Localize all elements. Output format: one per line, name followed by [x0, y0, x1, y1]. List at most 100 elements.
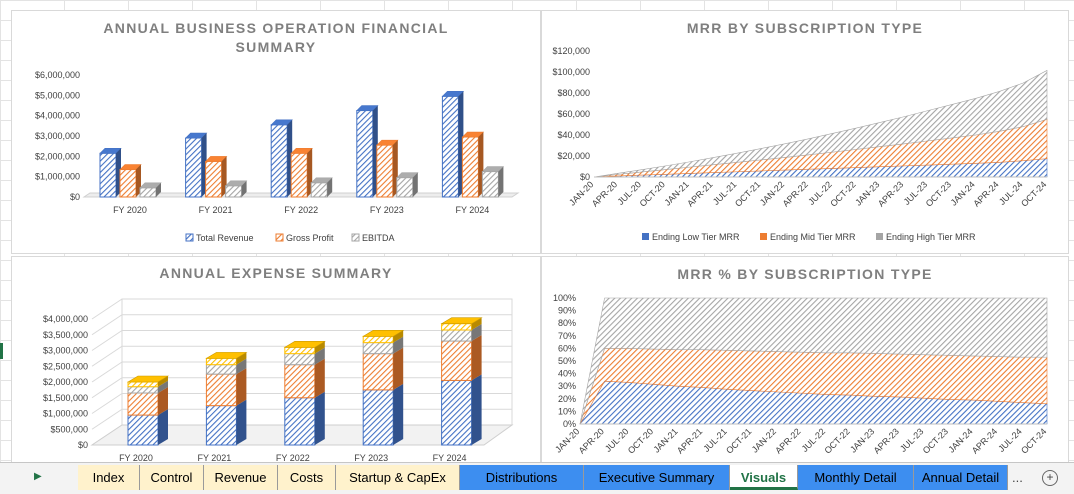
sheet-tab-startup-capex[interactable]: Startup & CapEx: [336, 465, 460, 490]
financial-ytick: $4,000,000: [35, 111, 80, 121]
financial-ytick: $5,000,000: [35, 90, 80, 100]
pp-xtick: OCT-22: [822, 426, 851, 455]
financial-bar: [185, 137, 203, 198]
expense-bar-side: [393, 347, 404, 390]
pp-xtick: OCT-23: [921, 426, 950, 455]
mrr-pct-title: MRR % BY SUBSCRIPTION TYPE: [677, 266, 932, 282]
financial-bar: [205, 160, 223, 198]
financial-xtick: FY 2020: [113, 205, 147, 215]
expense-bar-segment: [127, 414, 159, 446]
more-tabs-button[interactable]: ...: [1012, 470, 1023, 485]
sheet-tab-index[interactable]: Index: [78, 465, 140, 490]
financial-bar: [310, 182, 328, 198]
expense-bar-top: [440, 317, 483, 325]
expense-bar-side: [314, 341, 325, 354]
pp-ytick: 20%: [558, 394, 576, 404]
financial-bar: [99, 152, 117, 198]
pm-legend-label: Ending High Tier MRR: [886, 232, 976, 242]
pp-ytick: 40%: [558, 369, 576, 379]
pp-ytick: 0%: [563, 419, 576, 429]
financial-ytick: $3,000,000: [35, 131, 80, 141]
sheet-tab-monthly-detail[interactable]: Monthly Detail: [798, 465, 914, 490]
pm-xtick: OCT-24: [1019, 179, 1048, 208]
pm-ytick: $100,000: [552, 67, 590, 77]
financial-bar: [119, 169, 137, 198]
sheet-tab-executive-summary[interactable]: Executive Summary: [584, 465, 730, 490]
tab-scroll-right-icon[interactable]: ▶: [34, 471, 42, 482]
expense-bar-side: [393, 336, 404, 354]
mrr-pct-chart[interactable]: MRR % BY SUBSCRIPTION TYPE 0% 10% 20% 30% 40…: [541, 256, 1069, 463]
expense-bar-side: [236, 358, 247, 375]
expense-bar-segment: [127, 381, 159, 388]
expense-gridline-side: [91, 408, 123, 430]
financial-legend-swatch: [185, 233, 194, 242]
expense-bar-segment: [362, 389, 394, 446]
pp-xtick: OCT-24: [1019, 426, 1048, 455]
sheet-tab-revenue[interactable]: Revenue: [204, 465, 278, 490]
financial-xtick: FY 2023: [370, 205, 404, 215]
add-sheet-icon[interactable]: +: [1042, 470, 1058, 486]
expense-bar-side: [471, 335, 482, 381]
sheet-tab-annual-detail[interactable]: Annual Detail: [914, 465, 1008, 490]
expense-gridline-side: [91, 393, 123, 414]
financial-bar: [290, 152, 308, 198]
expense-bar-segment: [284, 353, 316, 366]
expense-gridline-side: [91, 345, 123, 367]
mrr-chart[interactable]: MRR BY SUBSCRIPTION TYPE $0 $20,000 $40,00…: [541, 10, 1069, 254]
pm-legend-swatch: [876, 233, 883, 240]
expense-bar-segment: [362, 335, 394, 344]
expense-summary-chart[interactable]: ANNUAL EXPENSE SUMMARY $0 $500,000 $1,000,…: [11, 256, 541, 463]
mrr-pct-svg: MRR % BY SUBSCRIPTION TYPE 0% 10% 20% 30% 40…: [553, 266, 1048, 456]
financial-bar-side: [156, 182, 161, 197]
expense-bar-side: [393, 330, 404, 343]
pm-xtick: OCT-20: [638, 179, 667, 208]
expense-bar-side: [471, 317, 482, 331]
pm-ytick: $60,000: [557, 109, 590, 119]
sheet-tab-control[interactable]: Control: [140, 465, 204, 490]
pp-xtick: OCT-20: [626, 426, 655, 455]
pm-xtick: OCT-22: [828, 179, 857, 208]
pp-ytick: 100%: [553, 293, 576, 303]
mrr-title: MRR BY SUBSCRIPTION TYPE: [687, 20, 923, 36]
pm-xtick: APR-22: [781, 179, 810, 208]
pm-ytick: $20,000: [557, 151, 590, 161]
pm-xtick: OCT-21: [733, 179, 762, 208]
financial-legend-label: Total Revenue: [196, 233, 254, 243]
pm-legend-swatch: [642, 233, 649, 240]
pp-ytick: 70%: [558, 331, 576, 341]
financial-summary-chart[interactable]: ANNUAL BUSINESS OPERATION FINANCIAL SUMM…: [11, 10, 541, 254]
expense-gridline-side: [91, 330, 123, 351]
expense-bar-side: [314, 391, 325, 445]
financial-bar: [461, 136, 479, 198]
sheet-tab-distributions[interactable]: Distributions: [460, 465, 584, 490]
financial-bar-top: [461, 131, 485, 138]
expense-bar-side: [236, 352, 247, 365]
expense-bar-segment: [127, 386, 159, 394]
expense-xtick: FY 2024: [433, 453, 467, 462]
financial-bar-side: [327, 177, 333, 197]
expense-bar-segment: [441, 340, 473, 381]
pp-ytick: 90%: [558, 306, 576, 316]
financial-ytick: $0: [70, 192, 80, 202]
expense-bar-side: [393, 383, 404, 445]
sheet-tab-visuals[interactable]: Visuals: [730, 465, 798, 490]
financial-title-line1: ANNUAL BUSINESS OPERATION FINANCIAL: [103, 20, 448, 36]
pm-xtick: OCT-23: [924, 179, 953, 208]
pp-ytick: 80%: [558, 318, 576, 328]
expense-ytick: $4,000,000: [43, 314, 88, 324]
financial-bar: [270, 124, 288, 198]
expense-bar-segment: [284, 364, 316, 399]
expense-gridline-side: [91, 361, 123, 383]
financial-bar-top: [184, 132, 208, 139]
expense-bar-segment: [362, 342, 394, 355]
pm-area: [593, 69, 1048, 178]
expense-bar-segment: [205, 405, 237, 446]
pp-xtick: APR-21: [675, 426, 704, 455]
expense-xtick: FY 2023: [354, 453, 388, 462]
expense-bar-side: [158, 387, 168, 416]
financial-bar-side: [498, 166, 504, 197]
financial-legend-swatch: [275, 233, 284, 242]
sheet-tab-costs[interactable]: Costs: [278, 465, 336, 490]
pp-ytick: 10%: [558, 406, 576, 416]
expense-ytick: $0: [78, 440, 88, 450]
